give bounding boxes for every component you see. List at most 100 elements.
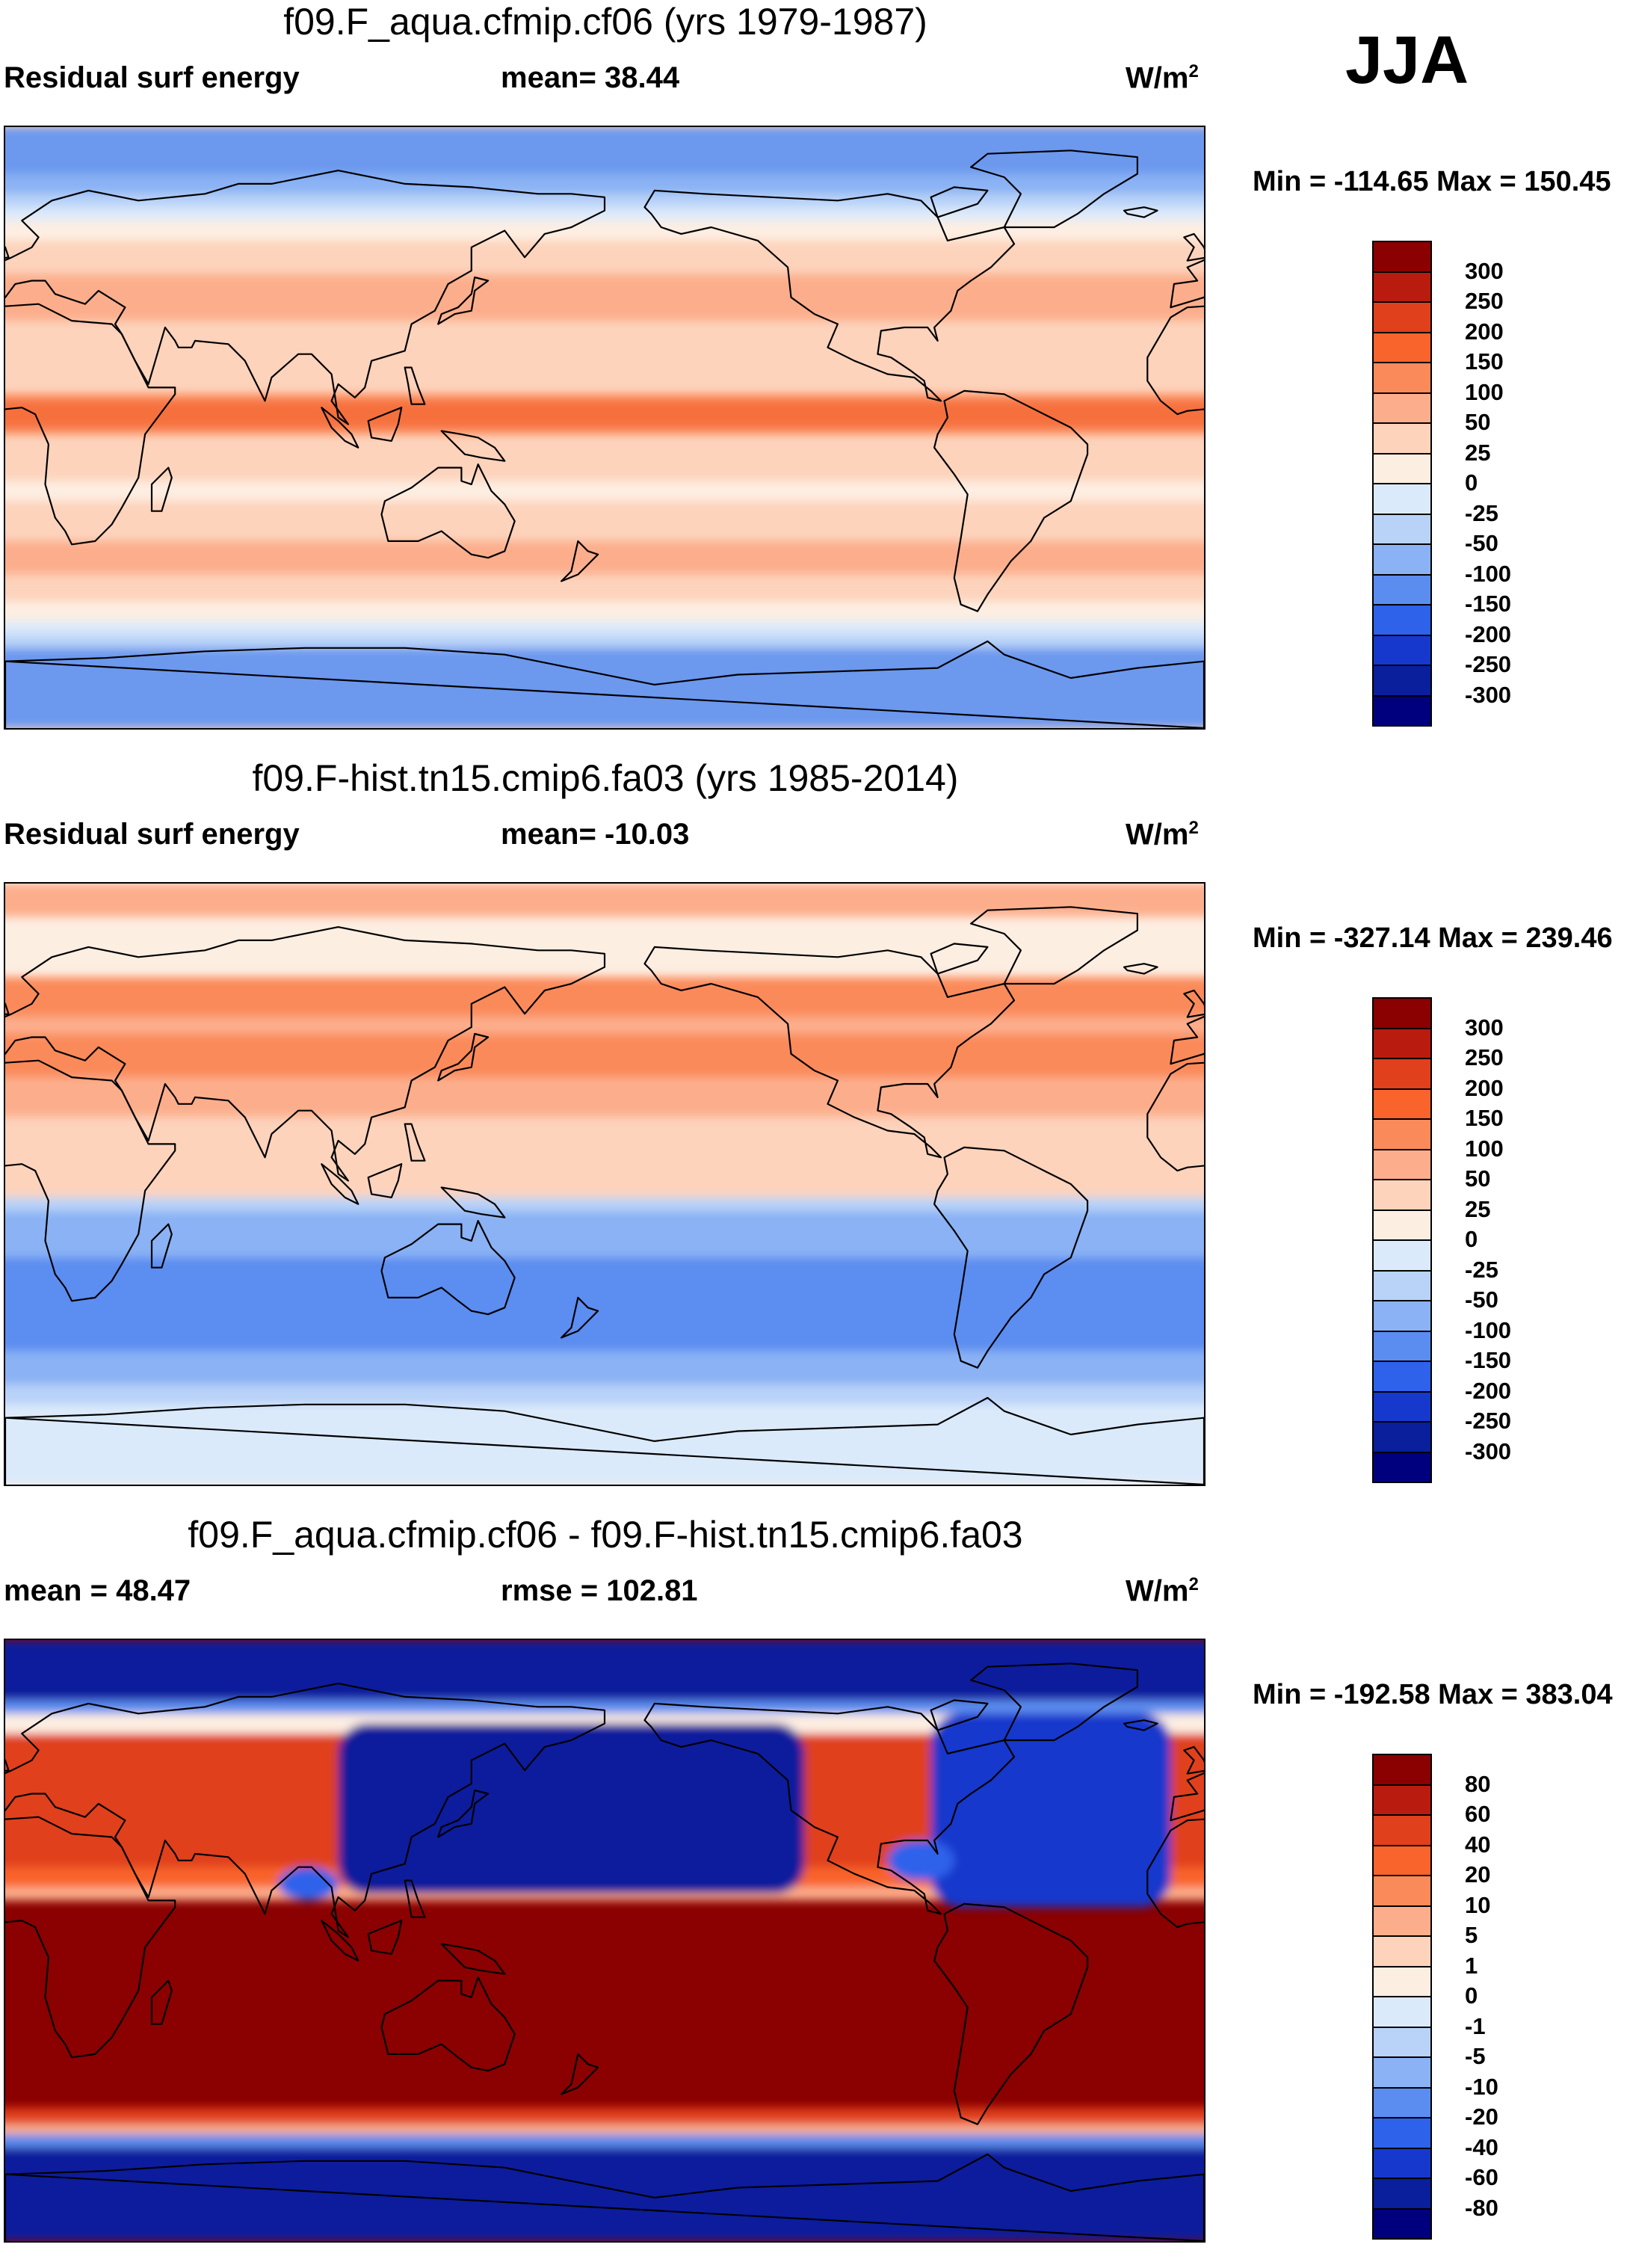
coastline-iceland <box>1123 206 1158 218</box>
colorbar-segment <box>1372 1754 1432 1786</box>
colorbar-tick-label: -300 <box>1465 681 1512 708</box>
colorbar-segment <box>1372 1330 1432 1362</box>
colorbar-segment <box>1372 392 1432 424</box>
latitude-band <box>5 1257 1204 1352</box>
coastline-australia <box>380 463 516 559</box>
colorbar-tick-label: 40 <box>1465 1831 1491 1858</box>
colorbar-segment <box>1372 1905 1432 1937</box>
colorbar-tick-label: 250 <box>1465 1044 1504 1070</box>
colorbar-tick-label: -250 <box>1465 1408 1512 1434</box>
latitude-band <box>5 634 1204 648</box>
colorbar-tick-label: 300 <box>1465 257 1504 284</box>
colorbar-segment <box>1372 1844 1432 1876</box>
panel-difference: f09.F_aqua.cfmip.cf06 - f09.F-hist.tn15.… <box>0 1513 1630 2268</box>
field-layer <box>5 1640 1204 2241</box>
coastline-greenland <box>969 150 1139 229</box>
colorbar-segment <box>1372 2056 1432 2089</box>
min-max-label: Min = -192.58 Max = 383.04 <box>1253 1679 1613 1710</box>
mean-label: mean= 38.44 <box>501 61 680 94</box>
latitude-band <box>5 481 1204 502</box>
latitude-band <box>5 2107 1204 2124</box>
latitude-band <box>5 274 1204 321</box>
latitude-band <box>5 601 1204 622</box>
coastline-philippines <box>404 366 426 405</box>
ocean-patch-north-pacific <box>338 1723 805 1894</box>
colorbar-segment <box>1372 422 1432 454</box>
latitude-band <box>5 2134 1204 2148</box>
latitude-band <box>5 2147 1204 2241</box>
colorbar-tick-label: 25 <box>1465 1195 1491 1222</box>
colorbar-segment <box>1372 2026 1432 2058</box>
colorbar-tick-label: -50 <box>1465 530 1498 556</box>
panel-control-run: f09.F_aqua.cfmip.cf06 (yrs 1979-1987) Re… <box>0 0 1630 755</box>
colorbar-tick-label: -50 <box>1465 1286 1498 1313</box>
coastline-antarctica <box>5 2153 1204 2241</box>
coastline-australia <box>380 1976 516 2072</box>
coastline-uk <box>1183 1745 1204 1775</box>
coastline-new-zealand <box>560 540 599 582</box>
coastline-new-guinea <box>440 430 506 462</box>
field-layer <box>5 127 1204 728</box>
coastline-greenland <box>969 906 1139 985</box>
ocean-patch-bay-of-bengal <box>278 1867 339 1901</box>
colorbar-tick-label: -150 <box>1465 591 1512 617</box>
colorbar <box>1372 997 1432 1483</box>
coastline-africa <box>5 1059 176 1302</box>
colorbar-segment <box>1372 1965 1432 1997</box>
colorbar-segment <box>1372 2178 1432 2210</box>
latitude-band <box>5 884 1204 917</box>
units-label: W/m2 <box>1126 818 1199 851</box>
coastlines <box>5 150 1204 728</box>
colorbar-tick-label: -1 <box>1465 2012 1486 2039</box>
colorbar-segment <box>1372 1361 1432 1393</box>
colorbar-tick-label: -25 <box>1465 1256 1498 1283</box>
colorbar-segment <box>1372 1179 1432 1211</box>
colorbar-segment <box>1372 1875 1432 1907</box>
units-label: W/m2 <box>1126 61 1199 95</box>
coastline-sumatra <box>321 1163 359 1205</box>
colorbar-tick-label: -150 <box>1465 1347 1512 1373</box>
coastline-north-america <box>643 1702 1016 1915</box>
coastline-baffin <box>930 1699 989 1731</box>
coastline-japan <box>437 276 490 325</box>
colorbar-segment <box>1372 2207 1432 2240</box>
variable-label: Residual surf energy <box>4 61 300 94</box>
coastline-uk <box>5 1758 10 1772</box>
coastline-madagascar <box>150 466 173 512</box>
colorbar-segment <box>1372 301 1432 333</box>
coastline-uk <box>5 245 10 259</box>
colorbar-segment <box>1372 573 1432 605</box>
mean-label: mean = 48.47 <box>4 1574 191 1607</box>
coastline-borneo <box>367 1163 403 1198</box>
panel-test-run: f09.F-hist.tn15.cmip6.fa03 (yrs 1985-201… <box>0 756 1630 1512</box>
colorbar-tick-label: 100 <box>1465 378 1504 405</box>
latitude-band <box>5 540 1204 575</box>
map-svg <box>5 884 1204 1485</box>
mean-label: mean= -10.03 <box>501 818 690 851</box>
coastline-new-guinea <box>440 1186 506 1218</box>
colorbar-tick-label: -5 <box>1465 2043 1486 2069</box>
latitude-band <box>5 1640 1204 1701</box>
colorbar-segment <box>1372 1058 1432 1090</box>
coastline-madagascar <box>150 1979 173 2025</box>
colorbar-segment <box>1372 665 1432 697</box>
colorbar-segment <box>1372 1088 1432 1120</box>
field-layer <box>5 884 1204 1485</box>
colorbar-segment <box>1372 1451 1432 1483</box>
colorbar-segment <box>1372 1814 1432 1846</box>
coastline-new-guinea <box>440 1943 506 1975</box>
coastline-philippines <box>404 1879 426 1918</box>
colorbar-segment <box>1372 362 1432 394</box>
coastline-sumatra <box>321 407 359 449</box>
coastline-antarctica <box>5 1396 1204 1485</box>
colorbar-tick-label: 200 <box>1465 1074 1504 1101</box>
latitude-band <box>5 1384 1204 1405</box>
colorbar-tick-label: 1 <box>1465 1952 1478 1979</box>
coastline-uk <box>1183 232 1204 262</box>
map-svg <box>5 127 1204 728</box>
global-map <box>4 126 1205 730</box>
colorbar-segment <box>1372 694 1432 727</box>
coastline-uk <box>1183 989 1204 1018</box>
colorbar-segment <box>1372 1269 1432 1301</box>
colorbar-tick-label: -100 <box>1465 1316 1512 1343</box>
